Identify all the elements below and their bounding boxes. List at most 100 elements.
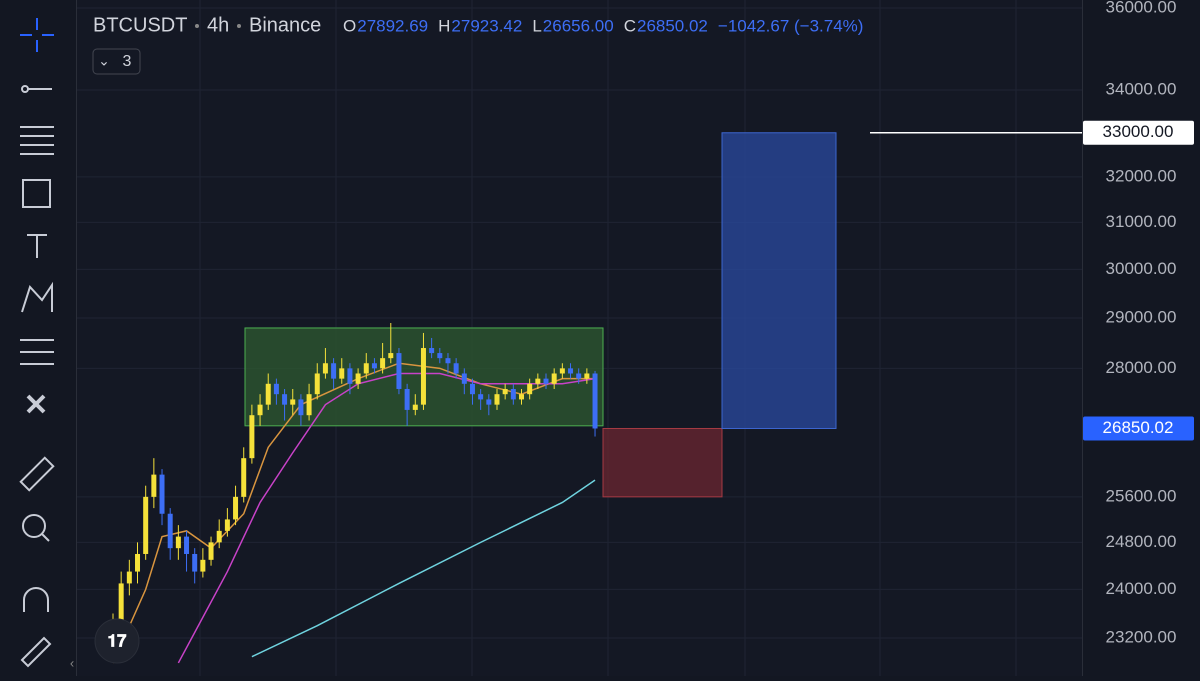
candle-body bbox=[118, 583, 124, 626]
zoom-tool[interactable] bbox=[22, 514, 50, 542]
candle-body bbox=[322, 363, 328, 374]
candle-body bbox=[469, 383, 475, 395]
price-axis bbox=[1082, 0, 1200, 676]
candle-body bbox=[453, 363, 459, 374]
indicator-count: 3 bbox=[123, 53, 132, 70]
ohlc-value: 26656.00 bbox=[543, 16, 614, 35]
crosshair-tool[interactable] bbox=[20, 18, 54, 52]
candle-body bbox=[396, 353, 402, 389]
candle-body bbox=[331, 363, 337, 379]
candle-body bbox=[167, 513, 173, 549]
separator bbox=[237, 24, 241, 28]
candle-body bbox=[184, 536, 190, 554]
candle-body bbox=[420, 348, 426, 405]
price-label: 34000.00 bbox=[1106, 79, 1177, 98]
text-tool[interactable] bbox=[27, 234, 47, 258]
candle-body bbox=[543, 378, 549, 384]
candle-body bbox=[257, 404, 263, 416]
candle-body bbox=[429, 348, 435, 354]
interval: 4h bbox=[207, 14, 229, 36]
last-price-tag bbox=[1083, 416, 1194, 441]
lock-tool[interactable] bbox=[20, 636, 52, 668]
candle-body bbox=[282, 394, 288, 405]
magnet-tool[interactable] bbox=[23, 587, 49, 612]
candle-body bbox=[478, 394, 484, 400]
candle-body bbox=[568, 368, 574, 374]
candle-body bbox=[437, 353, 443, 359]
candle-body bbox=[494, 394, 500, 405]
pattern-tool[interactable] bbox=[21, 281, 53, 313]
candle-body bbox=[486, 399, 492, 405]
candle-body bbox=[510, 388, 516, 400]
toolbar-icons[interactable] bbox=[19, 18, 55, 668]
price-label: 24000.00 bbox=[1106, 579, 1177, 598]
price-label: 31000.00 bbox=[1106, 212, 1177, 231]
candle-body bbox=[241, 458, 247, 497]
price-label: 23200.00 bbox=[1106, 627, 1177, 646]
candle-body bbox=[216, 530, 222, 543]
fib-tool[interactable] bbox=[20, 126, 54, 155]
candle-body bbox=[192, 553, 198, 572]
ohlc-value: 27892.69 bbox=[357, 16, 428, 35]
moving-average bbox=[251, 479, 596, 658]
collapse-arrow[interactable]: ‹ bbox=[70, 655, 74, 670]
candle-body bbox=[233, 496, 239, 520]
candle-body bbox=[314, 373, 320, 395]
target-price-tag bbox=[1083, 120, 1194, 145]
tv-logo-mark: 𝟏𝟕 bbox=[108, 631, 127, 650]
candle-body bbox=[143, 496, 149, 554]
candle-body bbox=[535, 378, 541, 384]
candle-body bbox=[527, 383, 533, 395]
indicator-toggle[interactable] bbox=[92, 48, 141, 75]
price-label: 30000.00 bbox=[1106, 259, 1177, 278]
candle-body bbox=[551, 373, 557, 384]
chevron: ⌄ bbox=[98, 53, 110, 69]
candle-body bbox=[380, 358, 386, 369]
candle-body bbox=[461, 373, 467, 384]
price-label: 25600.00 bbox=[1106, 486, 1177, 505]
candle-body bbox=[592, 373, 598, 429]
price-label: 32000.00 bbox=[1106, 166, 1177, 185]
candle-body bbox=[347, 368, 353, 384]
candle-body bbox=[502, 388, 508, 395]
candle-body bbox=[265, 383, 271, 405]
candle-body bbox=[151, 474, 157, 497]
ruler-tool[interactable] bbox=[19, 456, 55, 492]
tv-logo[interactable] bbox=[94, 618, 140, 664]
candle-body bbox=[249, 415, 255, 459]
last-price: 26850.02 bbox=[1103, 418, 1174, 437]
price-label: 29000.00 bbox=[1106, 308, 1177, 327]
shape-tool[interactable] bbox=[22, 179, 51, 208]
line-tool[interactable] bbox=[21, 85, 52, 93]
candle-body bbox=[576, 373, 582, 379]
symbol: BTCUSDT bbox=[93, 14, 187, 36]
time-grid bbox=[199, 0, 1017, 676]
candle-body bbox=[355, 373, 361, 384]
ohlc-value: 27923.42 bbox=[451, 16, 522, 35]
price-label: 28000.00 bbox=[1106, 358, 1177, 377]
candle-body bbox=[200, 559, 206, 572]
target-price: 33000.00 bbox=[1103, 122, 1174, 141]
candle-body bbox=[273, 383, 279, 395]
price-label: 24800.00 bbox=[1106, 532, 1177, 551]
candle-body bbox=[159, 474, 165, 514]
forecast-tool[interactable] bbox=[20, 339, 54, 365]
candle-body bbox=[126, 571, 132, 584]
exchange: Binance bbox=[249, 14, 321, 36]
target-zone bbox=[721, 132, 837, 429]
ohlc-label: L bbox=[532, 16, 541, 35]
change: −1042.67 (−3.74%) bbox=[718, 16, 864, 35]
candle-body bbox=[208, 542, 214, 560]
remove-tool[interactable] bbox=[26, 394, 46, 414]
candle-body bbox=[224, 519, 230, 531]
candle-body bbox=[412, 404, 418, 410]
candle-body bbox=[363, 363, 369, 374]
ohlc-label: H bbox=[438, 16, 450, 35]
ohlc-label: O bbox=[343, 16, 356, 35]
candle-body bbox=[371, 363, 377, 369]
candle-body bbox=[559, 368, 565, 374]
candle-body bbox=[584, 373, 590, 379]
candle-body bbox=[388, 353, 394, 359]
candle-body bbox=[306, 394, 312, 416]
